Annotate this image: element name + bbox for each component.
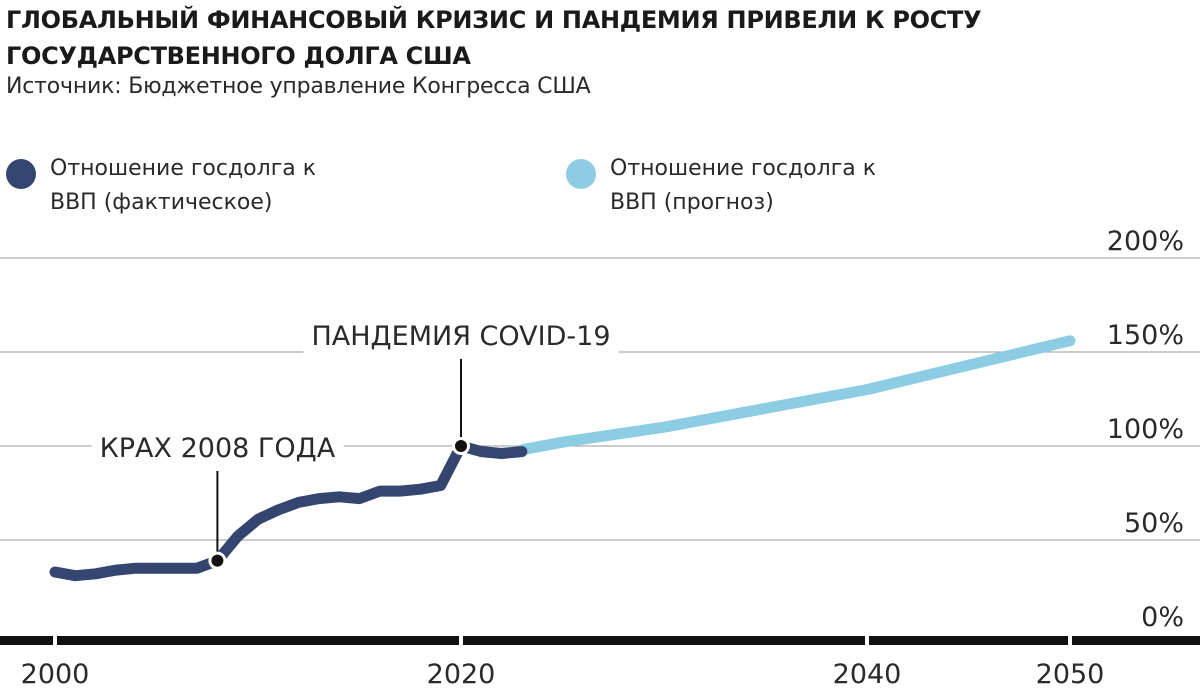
page-title: ГЛОБАЛЬНЫЙ ФИНАНСОВЫЙ КРИЗИС И ПАНДЕМИЯ … [6,6,982,70]
x-axis-segment [1072,636,1200,645]
x-axis-segment [0,636,53,645]
y-tick-label: 50% [1124,508,1184,539]
x-axis-segment [463,636,865,645]
y-tick-label: 150% [1107,320,1184,351]
legend-label-actual: Отношение госдолга к ВВП (фактическое) [50,156,317,215]
x-axis-segment [869,636,1068,645]
series-line-forecast [516,335,1076,456]
y-tick-label: 100% [1107,414,1184,445]
annotation-marker [211,554,224,567]
x-tick-label: 2020 [427,659,496,690]
annotation-label-bg [91,431,344,466]
x-tick-label: 2000 [21,659,90,690]
annotation-marker [455,440,467,452]
annotation-label: КРАХ 2008 ГОДА [100,433,336,464]
series-line-actual [49,440,528,582]
y-tick-label: 0% [1141,602,1184,633]
legend-item-actual: Отношение госдолга к ВВП (фактическое) [6,152,350,220]
legend-dot-forecast [566,159,596,189]
x-axis-segment [57,636,459,645]
annotation-label: ПАНДЕМИЯ COVID-19 [311,321,610,352]
y-tick-label: 200% [1107,226,1184,257]
legend-item-forecast: Отношение госдолга к ВВП (прогноз) [566,152,910,220]
x-tick-label: 2040 [833,659,902,690]
annotation-label-bg [303,319,619,354]
legend-dot-actual [6,159,36,189]
x-tick-label: 2050 [1036,659,1105,690]
legend-label-forecast: Отношение госдолга к ВВП (прогноз) [610,156,877,215]
source-note: Источник: Бюджетное управление Конгресса… [6,74,591,99]
